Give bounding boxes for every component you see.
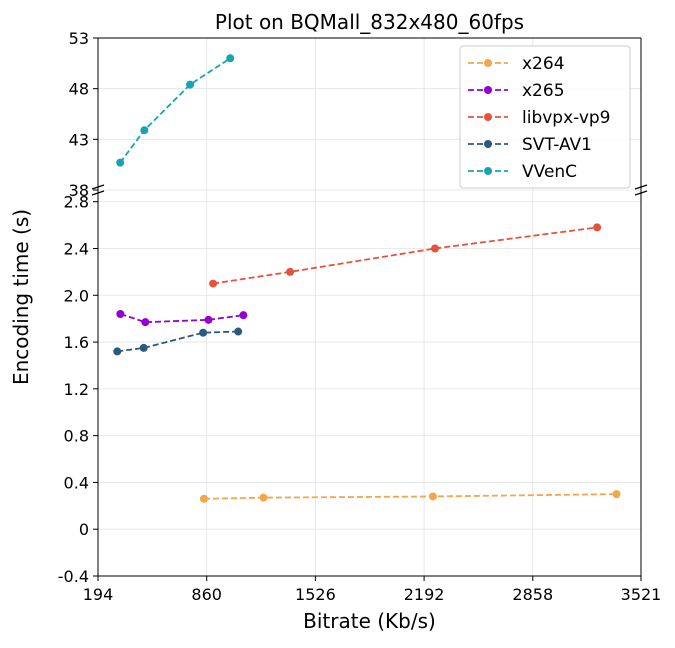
- legend-label: VVenC: [522, 162, 577, 182]
- y-tick-label-top: 43: [69, 130, 89, 149]
- data-point: [140, 126, 149, 135]
- data-point: [428, 492, 437, 501]
- x-tick-label: 2192: [404, 585, 445, 604]
- legend: x264 x265 libvpx-vp9 SVT-AV1 VVenC: [459, 45, 631, 189]
- data-point: [431, 244, 440, 253]
- y-tick-label-bottom: -0.4: [58, 567, 89, 586]
- data-point: [239, 311, 248, 320]
- legend-label: SVT-AV1: [522, 135, 592, 155]
- data-point: [186, 80, 195, 89]
- series-x264: [199, 490, 621, 503]
- legend-swatch-marker: [484, 113, 492, 121]
- data-point: [612, 490, 621, 499]
- legend-label: libvpx-vp9: [522, 108, 611, 128]
- x-tick-label: 860: [191, 585, 222, 604]
- data-point: [199, 494, 208, 503]
- series-libvpx-vp9: [209, 223, 602, 288]
- series-line: [119, 57, 231, 164]
- axis-break-mark: [634, 184, 648, 190]
- y-tick-label-bottom: 1.6: [64, 333, 89, 352]
- data-point: [286, 267, 295, 276]
- y-axis-label: Encoding time (s): [9, 209, 33, 385]
- y-tick-label-bottom: 2.0: [64, 286, 89, 305]
- y-tick-label-bottom: 0.8: [64, 427, 89, 446]
- series-SVT-AV1: [113, 327, 243, 356]
- series-line: [212, 226, 598, 285]
- legend-entry: x264: [468, 54, 565, 74]
- legend-entry: x265: [468, 81, 565, 101]
- legend-entry: VVenC: [468, 162, 577, 182]
- series-VVenC: [116, 54, 235, 167]
- y-tick-label-bottom: 2.8: [64, 193, 89, 212]
- y-tick-label-bottom: 0: [79, 520, 89, 539]
- tick-marks: 38 43 48 53 -0.4 0 0.4 0.8 1.2 1.6 2.0 2.4 2.8 194 860…: [58, 29, 662, 604]
- legend-entry: libvpx-vp9: [468, 108, 611, 128]
- series-x265: [116, 309, 248, 327]
- y-tick-label-bottom: 2.4: [64, 239, 89, 258]
- x-tick-label: 194: [83, 585, 114, 604]
- data-point: [259, 493, 268, 502]
- legend-swatch-marker: [484, 86, 492, 94]
- y-tick-label-top: 53: [69, 29, 89, 48]
- series-line: [117, 330, 239, 353]
- axis-break-marks: [91, 184, 648, 196]
- x-axis-label: Bitrate (Kb/s): [303, 609, 436, 633]
- y-tick-label-top: 48: [69, 80, 89, 99]
- data-point: [116, 158, 125, 167]
- axis-break-mark: [634, 190, 648, 196]
- x-tick-label: 1526: [295, 585, 336, 604]
- data-point: [199, 328, 208, 337]
- legend-swatch-marker: [484, 140, 492, 148]
- legend-label: x264: [522, 54, 565, 74]
- data-point: [113, 347, 122, 356]
- axes-spines: [97, 37, 642, 577]
- data-point: [141, 318, 150, 327]
- data-point: [139, 343, 148, 352]
- data-point: [234, 327, 243, 336]
- series-line: [120, 313, 244, 324]
- series-line: [203, 493, 617, 500]
- axis-break-mark: [91, 184, 105, 190]
- chart-title: Plot on BQMall_832x480_60fps: [215, 10, 524, 34]
- data-point: [593, 223, 602, 232]
- data-point: [204, 315, 213, 324]
- legend-entry: SVT-AV1: [468, 135, 592, 155]
- legend-box: [459, 45, 631, 189]
- legend-swatch-marker: [484, 167, 492, 175]
- data-point: [209, 279, 218, 288]
- x-tick-label: 3521: [621, 585, 662, 604]
- legend-label: x265: [522, 81, 565, 101]
- y-tick-label-top: 38: [69, 181, 89, 200]
- data-point: [226, 54, 235, 63]
- y-tick-label-bottom: 1.2: [64, 380, 89, 399]
- x-tick-label: 2858: [512, 585, 553, 604]
- legend-swatch-marker: [484, 59, 492, 67]
- axis-break-mark: [91, 190, 105, 196]
- y-tick-label-bottom: 0.4: [64, 473, 89, 492]
- series-group: [113, 54, 621, 503]
- data-point: [116, 309, 125, 318]
